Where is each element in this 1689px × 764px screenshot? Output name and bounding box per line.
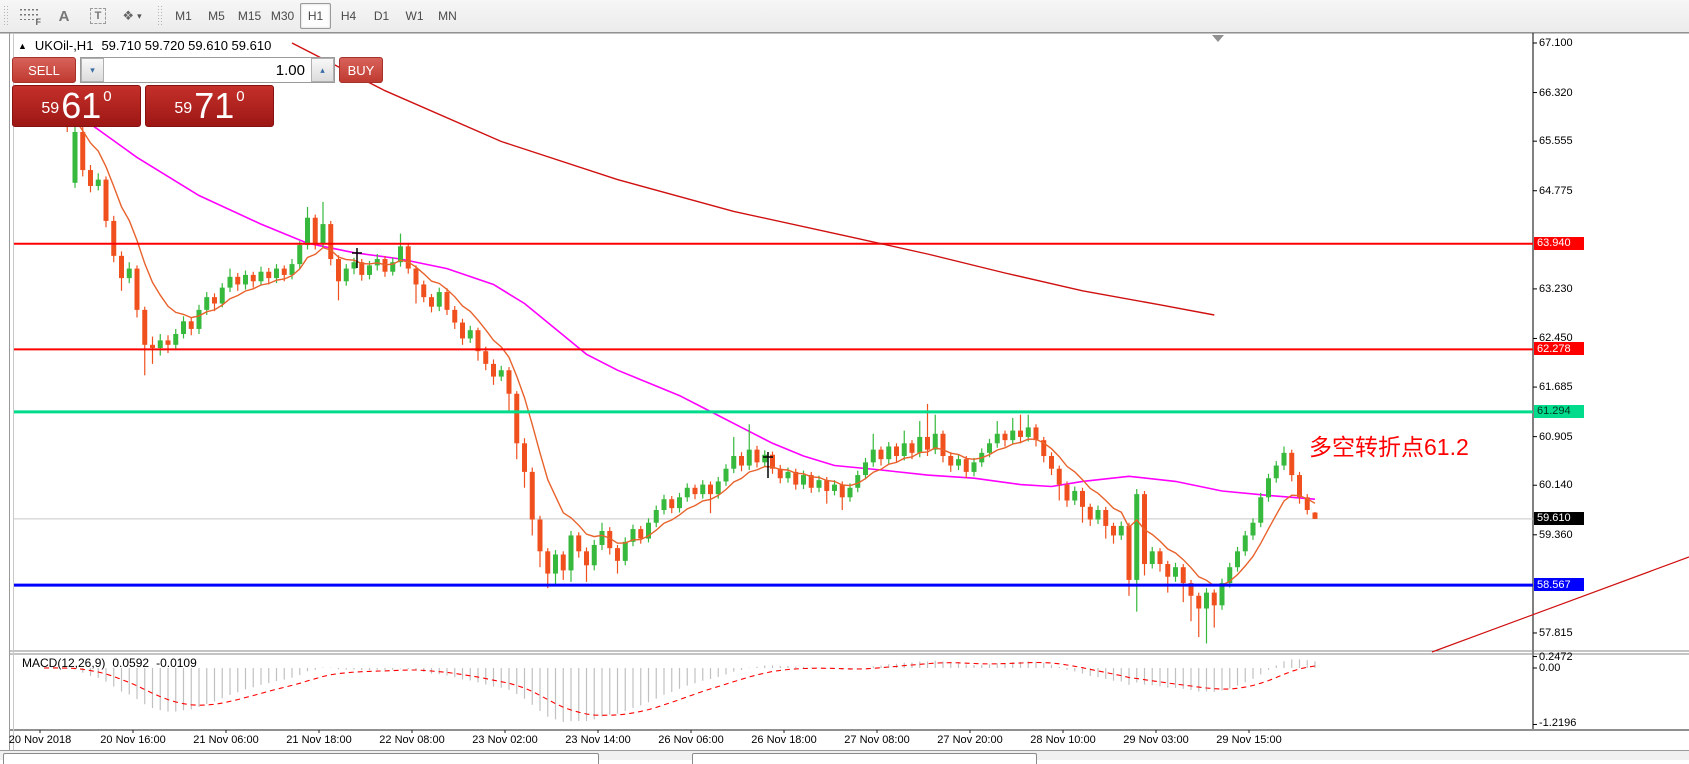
price-level-label-63.940: 63.940 bbox=[1534, 236, 1584, 250]
price-tick-60.140: 60.140 bbox=[1539, 479, 1573, 492]
time-tick-6: 23 Nov 14:00 bbox=[565, 734, 631, 746]
time-tick-2: 21 Nov 06:00 bbox=[193, 734, 259, 746]
price-tick-61.685: 61.685 bbox=[1539, 381, 1573, 394]
sell-price-sup: 0 bbox=[103, 88, 112, 105]
time-tick-12: 29 Nov 03:00 bbox=[1123, 734, 1189, 746]
volume-spinner: ▾ ▴ bbox=[80, 57, 335, 83]
chart-window-border bbox=[9, 33, 10, 750]
time-tick-10: 27 Nov 20:00 bbox=[937, 734, 1003, 746]
timeframe-button-d1[interactable]: D1 bbox=[373, 9, 390, 23]
macd-tick-0.00: 0.00 bbox=[1539, 662, 1561, 674]
price-tick-63.230: 63.230 bbox=[1539, 282, 1573, 295]
price-tick-66.320: 66.320 bbox=[1539, 86, 1573, 99]
price-level-label-61.294: 61.294 bbox=[1534, 404, 1584, 418]
buy-price-box[interactable]: 59 71 0 bbox=[145, 85, 274, 127]
time-tick-5: 23 Nov 02:00 bbox=[472, 734, 538, 746]
one-click-trade-panel: SELL ▾ ▴ BUY 59 61 0 59 71 0 bbox=[12, 57, 383, 127]
sell-button[interactable]: SELL bbox=[12, 57, 76, 83]
timeframe-button-m5[interactable]: M5 bbox=[208, 9, 225, 23]
chart-window-border-inner bbox=[13, 33, 14, 750]
time-tick-3: 21 Nov 18:00 bbox=[286, 734, 352, 746]
price-level-label-59.610: 59.610 bbox=[1534, 511, 1584, 525]
price-level-label-58.567: 58.567 bbox=[1534, 578, 1584, 592]
toolbar-grip-2[interactable] bbox=[157, 5, 164, 27]
time-tick-0: 20 Nov 2018 bbox=[8, 734, 72, 746]
volume-decrease-button[interactable]: ▾ bbox=[81, 58, 104, 82]
timeframe-button-m30[interactable]: M30 bbox=[270, 9, 295, 23]
time-tick-4: 22 Nov 08:00 bbox=[379, 734, 445, 746]
ohlc-values: 59.710 59.720 59.610 59.610 bbox=[101, 38, 272, 53]
text-icon: A bbox=[58, 7, 70, 25]
buy-price-sup: 0 bbox=[236, 88, 245, 105]
price-tick-57.815: 57.815 bbox=[1539, 626, 1573, 639]
chevron-down-icon: ▾ bbox=[137, 10, 142, 21]
macd-value: 0.0592 bbox=[112, 656, 150, 670]
arrows-tool-button[interactable]: ❖ ▾ bbox=[116, 3, 148, 29]
time-tick-8: 26 Nov 18:00 bbox=[751, 734, 817, 746]
time-tick-1: 20 Nov 16:00 bbox=[100, 734, 166, 746]
timeframe-button-m1[interactable]: M1 bbox=[175, 9, 192, 23]
time-tick-11: 28 Nov 10:00 bbox=[1030, 734, 1096, 746]
price-tick-59.360: 59.360 bbox=[1539, 528, 1573, 541]
price-tick-65.555: 65.555 bbox=[1539, 135, 1573, 148]
text-label-tool-button[interactable]: T bbox=[82, 3, 114, 29]
price-tick-62.450: 62.450 bbox=[1539, 332, 1573, 345]
timeframe-button-m15[interactable]: M15 bbox=[237, 9, 262, 23]
sell-price-big: 61 bbox=[61, 85, 102, 126]
text-tool-button[interactable]: A bbox=[48, 3, 80, 29]
sell-price-box[interactable]: 59 61 0 bbox=[12, 85, 141, 127]
time-tick-9: 27 Nov 08:00 bbox=[844, 734, 910, 746]
macd-tick-0.2472: 0.2472 bbox=[1539, 650, 1573, 663]
buy-price-small: 59 bbox=[174, 100, 193, 117]
chart-title: ▲ UKOil-,H1 59.710 59.720 59.610 59.610 bbox=[18, 38, 271, 53]
time-tick-7: 26 Nov 06:00 bbox=[658, 734, 724, 746]
chart-annotation-text: 多空转折点61.2 bbox=[1309, 434, 1469, 460]
timeframe-button-mn[interactable]: MN bbox=[438, 9, 457, 23]
symbol-marker-icon: ▲ bbox=[18, 40, 27, 51]
arrows-icon: ❖ bbox=[122, 8, 135, 23]
fibonacci-icon: F bbox=[20, 8, 41, 27]
price-level-label-62.278: 62.278 bbox=[1534, 342, 1584, 356]
buy-button[interactable]: BUY bbox=[339, 57, 383, 83]
symbol-period-label: UKOil-,H1 bbox=[34, 38, 94, 53]
price-tick-64.775: 64.775 bbox=[1539, 184, 1573, 197]
sell-price-small: 59 bbox=[41, 100, 60, 117]
volume-input[interactable] bbox=[104, 58, 311, 82]
volume-increase-button[interactable]: ▴ bbox=[311, 58, 334, 82]
macd-signal-value: -0.0109 bbox=[156, 656, 197, 670]
timeframe-button-w1[interactable]: W1 bbox=[405, 9, 424, 23]
toolbar-grip[interactable] bbox=[3, 5, 10, 27]
timeframe-button-h1[interactable]: H1 bbox=[300, 3, 331, 29]
text-label-icon: T bbox=[89, 8, 107, 24]
price-tick-67.100: 67.100 bbox=[1539, 37, 1573, 49]
timeframe-button-h4[interactable]: H4 bbox=[340, 9, 357, 23]
buy-price-big: 71 bbox=[194, 85, 235, 126]
fibonacci-tool-button[interactable]: F bbox=[14, 3, 46, 29]
macd-name: MACD(12,26,9) bbox=[22, 656, 106, 670]
price-tick-60.905: 60.905 bbox=[1539, 430, 1573, 443]
macd-indicator-label: MACD(12,26,9) 0.0592 -0.0109 bbox=[22, 656, 197, 670]
time-tick-13: 29 Nov 15:00 bbox=[1216, 734, 1282, 746]
top-toolbar: F A T ❖ ▾ M1 M5 M15 M30 H1 H4 D1 W1 MN bbox=[0, 0, 1689, 33]
macd-tick--1.2196: -1.2196 bbox=[1539, 717, 1577, 729]
